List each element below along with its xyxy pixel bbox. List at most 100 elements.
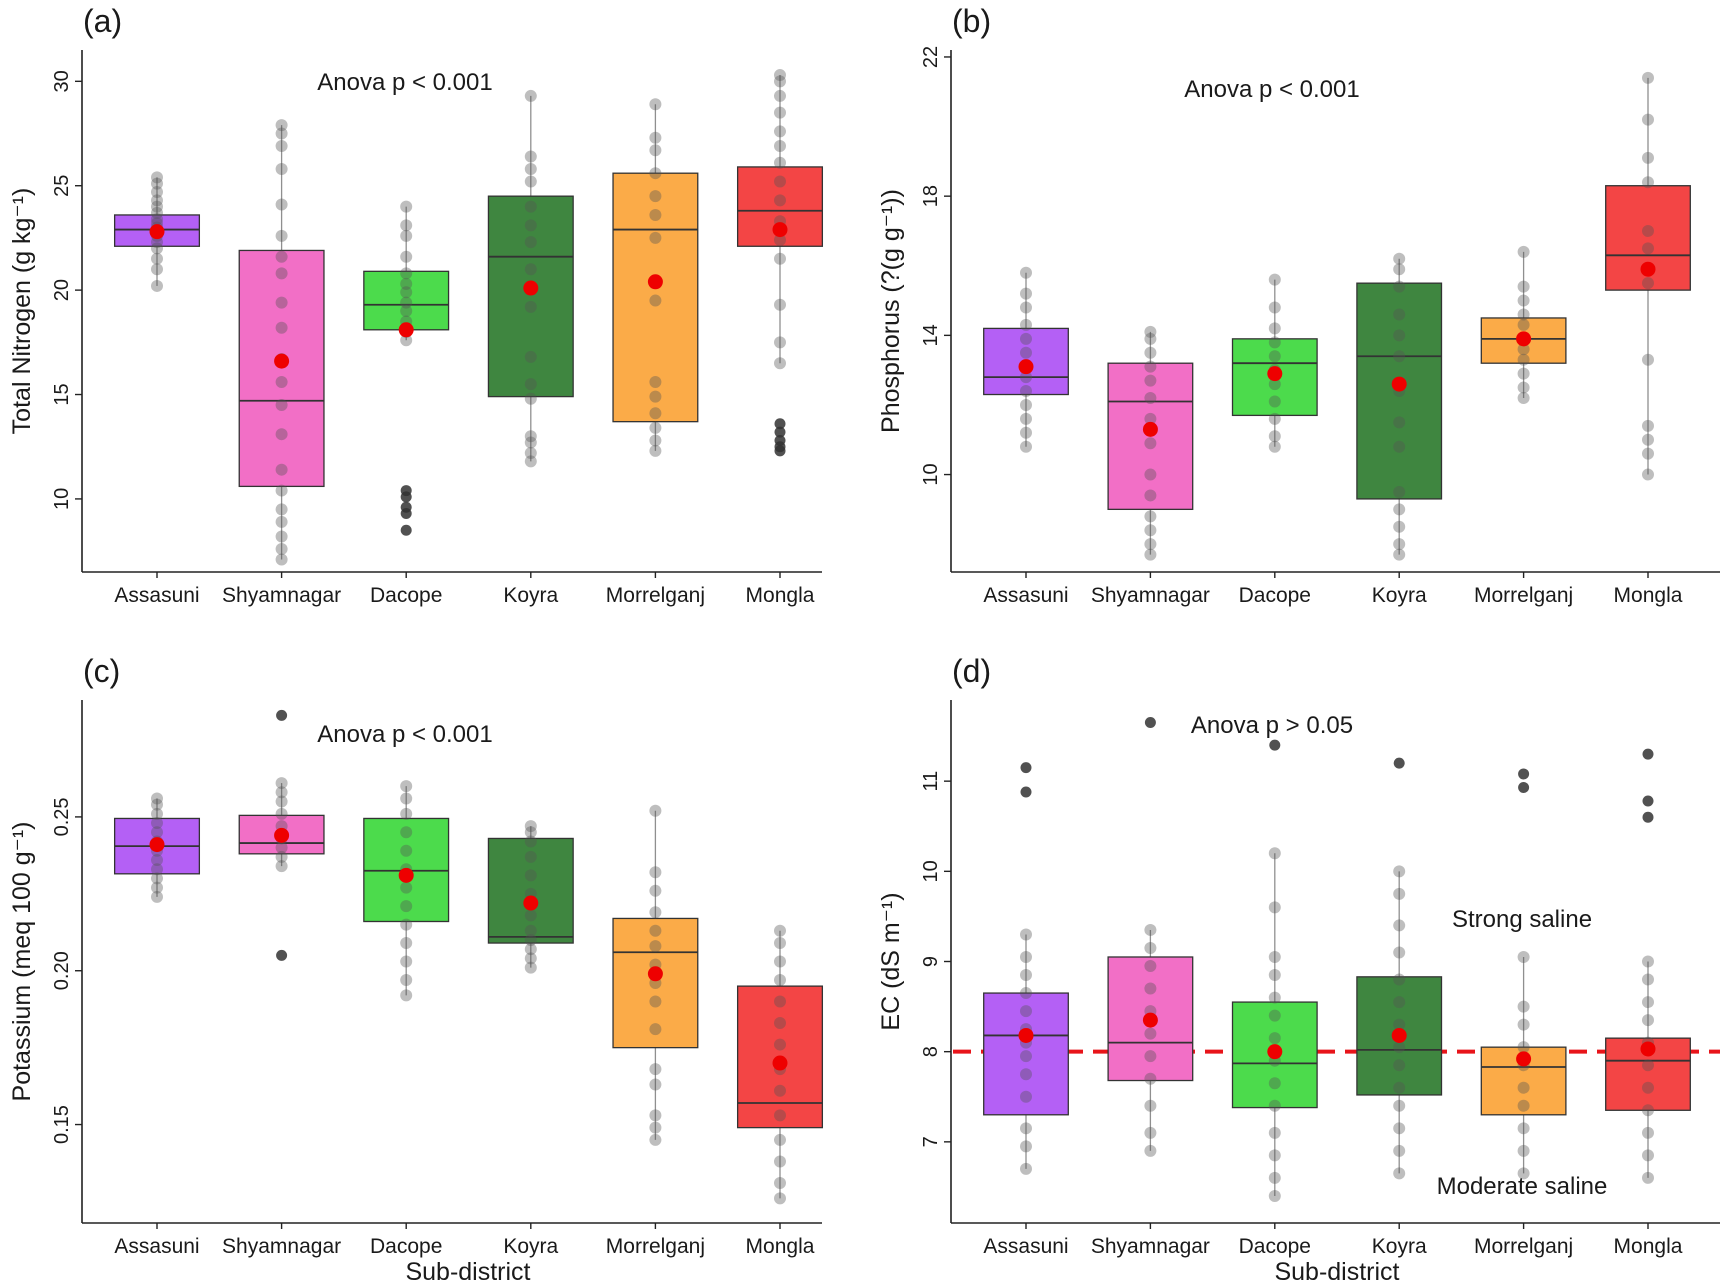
x-tick-label: Shyamnagar (1091, 584, 1210, 607)
data-point (524, 236, 537, 249)
data-point (774, 1155, 786, 1168)
data-point (1144, 1027, 1157, 1040)
data-point (774, 1084, 786, 1097)
data-point (1020, 287, 1032, 300)
data-point (1517, 1099, 1530, 1112)
data-point (1144, 1072, 1157, 1085)
outlier-point (1518, 768, 1530, 780)
data-point (151, 798, 163, 811)
data-point (400, 844, 413, 857)
panel-label: (b) (952, 3, 991, 39)
data-point (774, 1017, 786, 1030)
data-point (649, 98, 662, 111)
data-point (774, 140, 786, 153)
data-point (774, 1038, 786, 1051)
data-point (400, 918, 413, 931)
data-point (1393, 946, 1406, 959)
data-point (1642, 113, 1654, 126)
data-point (1517, 1144, 1530, 1157)
data-point (649, 995, 662, 1008)
box-koyra (487, 837, 574, 944)
data-point (524, 869, 537, 882)
y-tick-label: 0.15 (51, 1105, 73, 1144)
data-point (400, 334, 413, 347)
data-point (400, 229, 413, 242)
data-point (524, 150, 537, 163)
data-point (1642, 71, 1654, 84)
data-point (1268, 395, 1281, 408)
mean-marker (647, 966, 663, 982)
data-point (151, 279, 163, 292)
data-point (1020, 440, 1032, 453)
outlier-point (400, 524, 412, 536)
data-point (275, 375, 288, 388)
anova-annotation: Anova p < 0.001 (1184, 76, 1359, 103)
data-point (524, 163, 537, 176)
data-point (774, 955, 786, 968)
data-point (774, 125, 786, 138)
data-point (1144, 360, 1157, 373)
outlier-point (1393, 757, 1405, 769)
data-point (649, 924, 662, 937)
data-point (1642, 353, 1654, 366)
data-point (524, 924, 537, 937)
data-point (275, 296, 288, 309)
data-point (1144, 538, 1157, 551)
data-point (275, 321, 288, 334)
data-point (649, 375, 662, 388)
mean-marker (149, 837, 165, 853)
data-point (275, 163, 288, 176)
data-point (400, 937, 413, 950)
data-point (275, 398, 288, 411)
outlier-point (1642, 811, 1654, 823)
data-point (1020, 318, 1032, 331)
data-point (1393, 1122, 1406, 1135)
data-point (524, 933, 537, 946)
data-point (275, 140, 288, 153)
data-point (1393, 520, 1406, 533)
data-point (1517, 308, 1530, 321)
data-point (1517, 381, 1530, 394)
strong-saline-label: Strong saline (1452, 906, 1592, 933)
data-point (649, 231, 662, 244)
mean-marker (1516, 1051, 1532, 1067)
data-point (774, 106, 786, 119)
box-dacope (363, 270, 450, 331)
data-point (275, 198, 288, 211)
data-point (1393, 440, 1406, 453)
data-point (1020, 1090, 1032, 1103)
x-tick-label: Morrelganj (1474, 1235, 1573, 1258)
data-point (524, 455, 537, 468)
data-point (151, 890, 163, 903)
data-point (275, 553, 288, 566)
y-tick-label: 14 (920, 324, 942, 346)
data-point (1144, 510, 1157, 523)
data-point (774, 194, 786, 207)
x-tick-label: Mongla (746, 584, 815, 607)
data-point (1393, 1041, 1406, 1054)
data-point (275, 860, 288, 873)
data-point (151, 881, 163, 894)
data-point (524, 835, 537, 848)
data-point (275, 777, 288, 790)
data-point (774, 973, 786, 986)
data-point (1144, 325, 1157, 338)
x-tick-label: Mongla (746, 1235, 815, 1258)
box-assasuni (983, 992, 1069, 1116)
data-point (1144, 468, 1157, 481)
x-tick-label: Assasuni (114, 584, 199, 607)
data-point (275, 484, 288, 497)
data-point (524, 446, 537, 459)
data-point (649, 906, 662, 919)
outlier-point (774, 445, 786, 457)
data-point (1268, 991, 1281, 1004)
x-tick-label: Dacope (370, 584, 442, 607)
data-point (649, 208, 662, 221)
data-point (774, 1133, 786, 1146)
data-point (649, 421, 662, 434)
data-point (1393, 887, 1406, 900)
data-point (275, 250, 288, 263)
data-point (275, 795, 288, 808)
data-point (151, 263, 163, 276)
data-point (524, 300, 537, 313)
